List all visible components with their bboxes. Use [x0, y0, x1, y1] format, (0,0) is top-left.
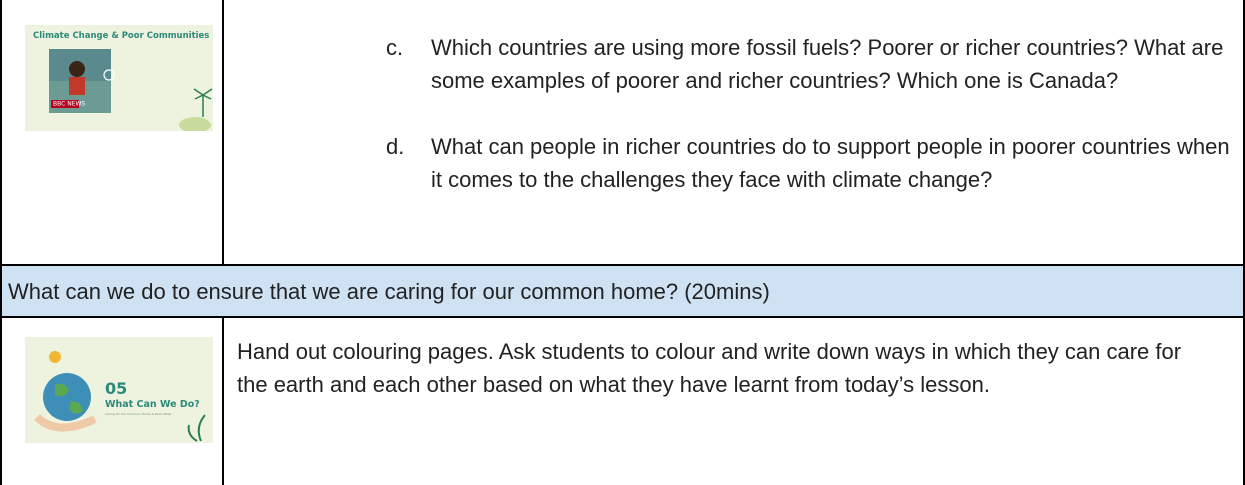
row-border — [0, 264, 1245, 266]
slide-subtitle: Caring for Our Common Home & Each Other — [105, 412, 172, 416]
slide-number: 05 — [105, 379, 127, 398]
column-divider — [222, 317, 224, 485]
table-border — [0, 0, 2, 485]
document-page: Climate Change & Poor Communities BBC NE… — [0, 0, 1245, 485]
slide-title: What Can We Do? — [105, 399, 200, 410]
slide-title: Climate Change & Poor Communities — [33, 31, 209, 41]
slide-thumbnail: Climate Change & Poor Communities BBC NE… — [25, 25, 213, 131]
instruction-text: Hand out colouring pages. Ask students t… — [237, 335, 1197, 401]
list-item: d. What can people in richer countries do… — [386, 130, 1236, 196]
list-text: What can people in richer countries do t… — [431, 130, 1236, 196]
list-item: c. Which countries are using more fossil … — [386, 31, 1236, 97]
news-badge: BBC NEWS — [53, 101, 85, 108]
column-divider — [222, 0, 224, 265]
slide-thumbnail: 05 What Can We Do? Caring for Our Common… — [25, 337, 213, 443]
list-marker: c. — [386, 31, 403, 64]
list-text: Which countries are using more fossil fu… — [431, 31, 1236, 97]
section-heading: What can we do to ensure that we are car… — [8, 275, 770, 308]
row-border — [0, 316, 1245, 318]
list-marker: d. — [386, 130, 404, 163]
